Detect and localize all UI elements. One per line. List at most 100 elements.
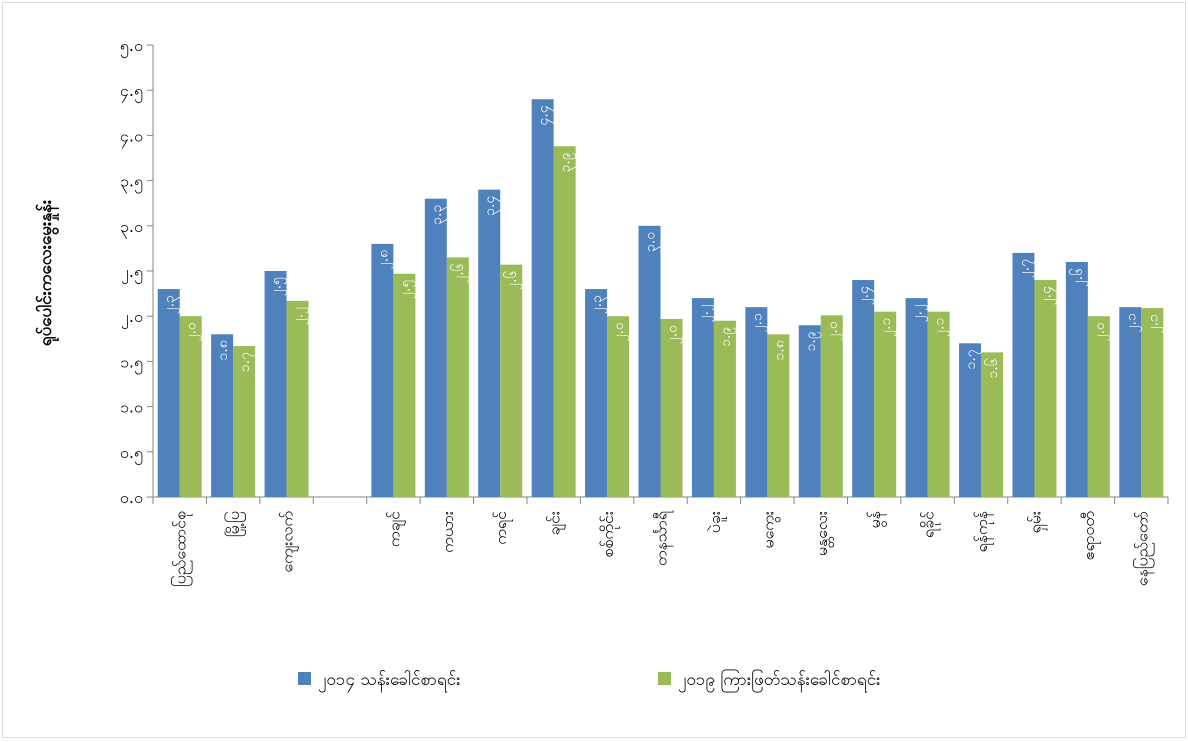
data-label: ၂.၆ (1070, 268, 1088, 287)
data-label: ၂.၅ (397, 280, 415, 299)
bar-census-2014 (531, 99, 554, 498)
bar-census-2019 (1034, 280, 1057, 497)
y-tick-label: ၁.၀ (120, 398, 143, 417)
data-label: ၂.၂ (696, 304, 714, 322)
y-tick-label: ၂.၀ (121, 307, 143, 329)
category-label: ချင်း (545, 511, 567, 535)
bar-census-2019 (446, 257, 469, 497)
bar-census-2014 (745, 307, 768, 497)
data-label: ၃.၉ (558, 152, 576, 172)
data-label: ၂.၄ (1038, 286, 1056, 305)
data-label: ၁.၇ (963, 349, 981, 369)
legend-swatch (658, 672, 671, 685)
category-label: ရခိုင် (919, 511, 941, 538)
y-tick-label: ၅.၀ (120, 36, 143, 58)
data-label: ၂.၁ (1145, 314, 1163, 333)
data-label: ၂.၀ (1092, 322, 1110, 341)
bar-census-2019 (927, 311, 950, 497)
data-label: ၄.၄ (536, 105, 554, 125)
data-label: ၁.၉ (803, 331, 821, 351)
data-label: ၃.၃ (429, 205, 447, 225)
data-label: ၂.၂ (910, 304, 928, 322)
bar-census-2019 (981, 352, 1004, 497)
bar-census-2014 (905, 298, 928, 497)
y-tick-label: ၀.၅ (120, 443, 143, 465)
data-label: ၂.၀ (825, 321, 843, 340)
data-label: ၁.၆ (985, 358, 1001, 378)
data-label: ၂.၃ (589, 295, 607, 314)
data-label: ၂.၆ (504, 271, 522, 290)
y-tick-label: ၂.၅ (121, 262, 143, 284)
category-label: တနင်္သာရီ (652, 509, 674, 566)
y-tick-label: ၃.၅ (120, 172, 143, 194)
bar-census-2019 (767, 334, 790, 497)
bar-census-2019 (500, 264, 523, 497)
bars (157, 99, 1164, 498)
bar-census-2014 (478, 189, 501, 497)
data-label: ၂.၁ (878, 318, 896, 337)
y-tick-label: ၀.၀ (120, 488, 143, 507)
bar-chart: ၀.၀ ၀.၅ ၁.၀ ၁.၅ ၂.၀ ၂.၅ ၃.၀ ၃.၅ ၄.၀ ၄.၅ ၅.၀ ၂.၃၁.၈… (34, 36, 1169, 693)
data-label: ၂.၁ (1123, 313, 1141, 332)
category-label: မြို့ပြ (224, 511, 246, 537)
y-axis-label: ရုပ်ပေါင်းကလေးမွေးနှုန်း (34, 199, 60, 346)
bar-census-2019 (820, 315, 843, 497)
bar-census-2019 (607, 316, 630, 497)
category-label: ကျေးလက် (278, 511, 300, 573)
data-label: ၃.၀ (643, 232, 661, 252)
data-label: ၂.၀ (665, 325, 683, 344)
data-label: ၂.၈ (375, 250, 393, 269)
bar-census-2019 (1087, 316, 1110, 497)
legend-label: ၂၀၁၉ ကြားဖြတ်သန်းခေါင်စာရင်း (678, 668, 880, 693)
legend-label: ၂၀၁၄ သန်းခေါင်စာရင်း (318, 669, 461, 693)
legend-swatch (298, 672, 311, 685)
bar-census-2014 (1065, 261, 1088, 497)
data-label: ၂.၄ (856, 286, 874, 305)
y-tick-label: ၁.၅ (120, 352, 143, 374)
bar-census-2019 (393, 273, 416, 497)
category-label: မွန် (865, 510, 887, 528)
bar-census-2019 (286, 300, 309, 497)
bar-census-2014 (211, 334, 234, 497)
category-label: ကချင် (384, 511, 406, 547)
bar-census-2014 (264, 271, 287, 497)
bar-census-2019 (1141, 308, 1164, 497)
bar-census-2019 (874, 311, 897, 497)
bar-census-2014 (798, 325, 821, 497)
bar-census-2019 (553, 146, 576, 498)
data-label: ၃.၄ (482, 196, 500, 216)
category-label: ပြည်ထောင်စု (171, 511, 193, 587)
category-label: ပဲခူး (705, 511, 727, 533)
bar-census-2014 (585, 289, 608, 497)
data-label: ၁.၉ (718, 327, 736, 347)
data-label: ၂.၆ (451, 263, 469, 282)
data-label: ၂.၀ (184, 322, 202, 341)
bar-census-2014 (959, 343, 982, 497)
category-label: စစ်ကိုင်း (598, 511, 620, 558)
y-tick-label: ၄.၀ (120, 126, 143, 148)
bar-census-2014 (1119, 307, 1142, 497)
bar-census-2014 (157, 289, 180, 497)
data-label: ၁.၈ (215, 340, 231, 360)
category-label: မကွေး (758, 511, 780, 549)
legend: ၂၀၁၄ သန်းခေါင်စာရင်း ၂၀၁၉ ကြားဖြတ်သန်းခေါ… (298, 668, 880, 693)
y-tick-label: ၃.၀ (120, 217, 143, 239)
bar-census-2014 (691, 298, 714, 497)
category-labels: ပြည်ထောင်စု မြို့ပြ ကျေးလက် ကချင် ကယား ကရင် ချ… (171, 509, 1155, 587)
bar-census-2019 (179, 316, 202, 497)
data-label: ၂.၅ (269, 277, 287, 296)
category-label: ရန်ကုန် (972, 510, 994, 552)
data-label: ၂.၁ (749, 313, 767, 332)
bar-census-2014 (424, 198, 447, 497)
data-label: ၂.၀ (611, 322, 629, 341)
bar-census-2014 (852, 280, 875, 497)
y-tick-label: ၄.၅ (120, 81, 143, 103)
bar-census-2014 (371, 243, 394, 497)
data-label: ၂.၇ (1016, 259, 1034, 278)
data-label: ၂.၁ (932, 318, 950, 337)
category-label: နေပြည်တော် (1132, 511, 1154, 586)
category-label: ကရင် (491, 511, 513, 545)
category-label: ကယား (438, 511, 457, 553)
bar-census-2019 (713, 320, 736, 497)
